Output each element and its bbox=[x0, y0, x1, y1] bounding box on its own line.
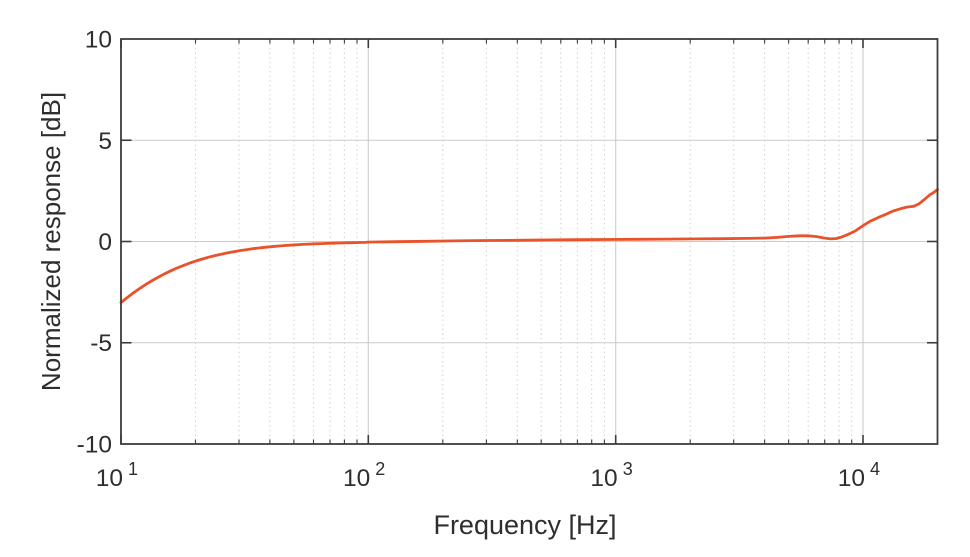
svg-text:Normalized response [dB]: Normalized response [dB] bbox=[36, 92, 66, 391]
svg-text:-10: -10 bbox=[77, 432, 112, 459]
svg-text:5: 5 bbox=[98, 128, 112, 155]
svg-text:Frequency [Hz]: Frequency [Hz] bbox=[433, 510, 616, 540]
svg-text:0: 0 bbox=[98, 229, 112, 256]
svg-text:3: 3 bbox=[623, 459, 633, 479]
svg-text:10: 10 bbox=[85, 27, 112, 54]
svg-text:-5: -5 bbox=[90, 330, 112, 357]
svg-text:10: 10 bbox=[590, 465, 617, 492]
svg-text:4: 4 bbox=[870, 459, 880, 479]
svg-text:10: 10 bbox=[838, 465, 865, 492]
svg-text:1: 1 bbox=[128, 459, 138, 479]
svg-text:10: 10 bbox=[96, 465, 123, 492]
svg-text:2: 2 bbox=[375, 459, 385, 479]
svg-text:10: 10 bbox=[343, 465, 370, 492]
